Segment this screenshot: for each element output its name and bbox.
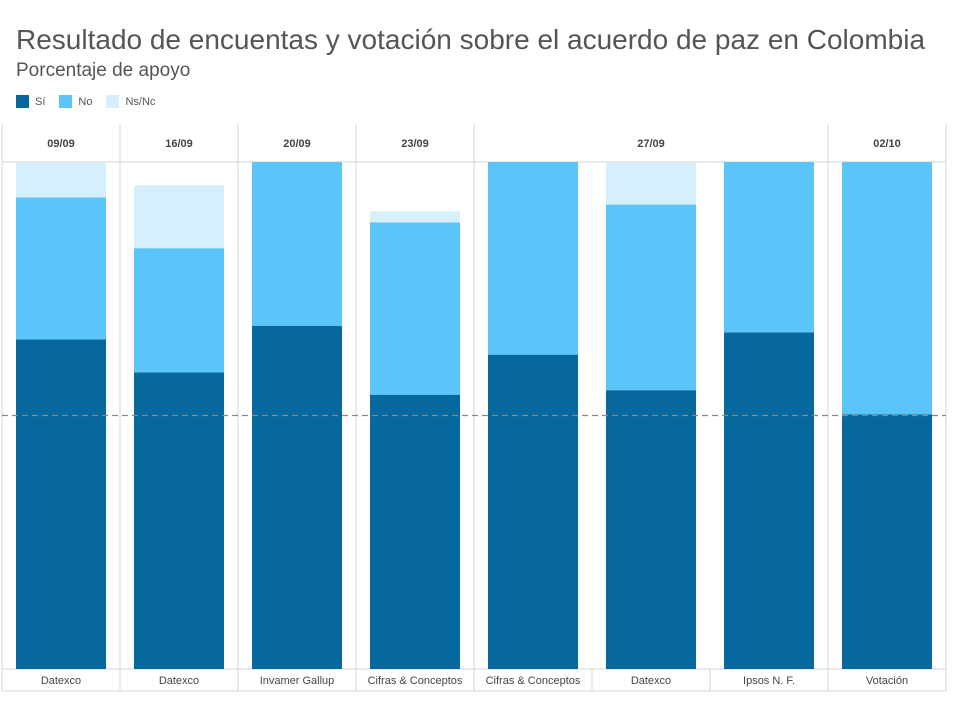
- bar-segment-no: [724, 162, 814, 333]
- legend-label-no: No: [78, 95, 93, 108]
- legend-label-nsnc: Ns/Nc: [125, 95, 156, 108]
- category-label: Cifras & Conceptos: [368, 675, 463, 687]
- bar-segment-no: [606, 204, 696, 391]
- legend-swatch-nsnc: [106, 95, 120, 108]
- bar-segment-nsnc: [606, 162, 696, 205]
- legend-item-no: No: [59, 95, 92, 108]
- group-date-label: 02/10: [873, 138, 901, 150]
- group-date-label: 27/09: [637, 138, 665, 150]
- bar-segment-si: [724, 332, 814, 669]
- bar-segment-si: [252, 325, 342, 669]
- bar-segment-no: [370, 222, 460, 395]
- category-label: Ipsos N. F.: [743, 675, 795, 687]
- bar-segment-si: [370, 394, 460, 669]
- bar-segment-si: [842, 414, 932, 669]
- category-label: Invamer Gallup: [260, 675, 335, 687]
- legend: Sí No Ns/Nc: [16, 95, 155, 108]
- group-date-label: 16/09: [165, 138, 193, 150]
- category-label: Datexco: [631, 675, 671, 687]
- bar-segment-si: [488, 354, 578, 669]
- bar-segment-no: [16, 197, 106, 340]
- legend-item-nsnc: Ns/Nc: [106, 95, 155, 108]
- legend-label-si: Sí: [35, 95, 46, 108]
- bar-segment-no: [488, 162, 578, 355]
- category-label: Cifras & Conceptos: [486, 675, 581, 687]
- group-date-label: 20/09: [283, 138, 311, 150]
- bar-segment-no: [252, 162, 342, 326]
- category-label: Datexco: [159, 675, 199, 687]
- bar-segment-si: [16, 339, 106, 669]
- legend-swatch-si: [16, 95, 29, 108]
- bar-segment-nsnc: [134, 185, 224, 249]
- chart-title: Resultado de encuentas y votación sobre …: [16, 24, 926, 55]
- category-label: Datexco: [41, 675, 81, 687]
- legend-swatch-no: [59, 95, 73, 108]
- legend-item-si: Sí: [16, 95, 45, 108]
- group-date-label: 09/09: [47, 138, 75, 150]
- bar-segment-no: [134, 248, 224, 373]
- category-label: Votación: [866, 675, 908, 687]
- bar-segment-si: [134, 372, 224, 669]
- bar-segment-nsnc: [16, 162, 106, 198]
- bar-segment-nsnc: [370, 211, 460, 223]
- chart-subtitle: Porcentaje de apoyo: [16, 60, 191, 81]
- bar-segment-no: [842, 162, 932, 415]
- group-date-label: 23/09: [401, 138, 429, 150]
- bar-segment-si: [606, 390, 696, 669]
